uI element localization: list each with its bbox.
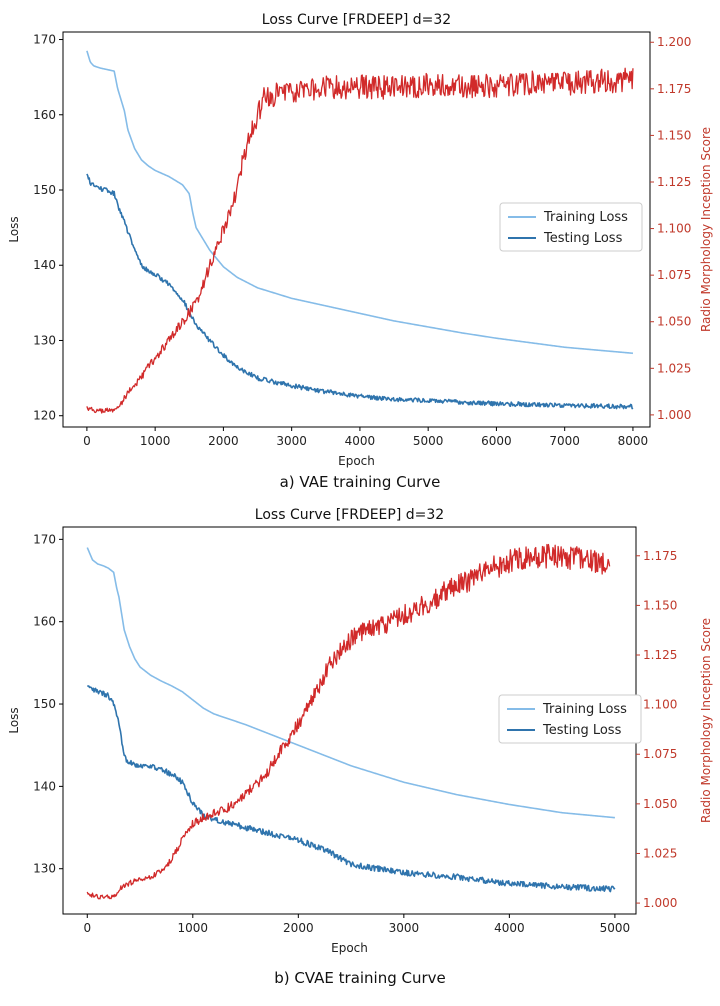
x-tick-label: 0 [83,434,91,448]
y2-tick-label: 1.100 [657,222,691,236]
x-tick-label: 4000 [494,921,525,935]
inception-score-line [86,67,634,414]
y-tick-label: 130 [33,333,56,347]
y-tick-label: 140 [33,779,56,793]
training-loss-line [86,547,615,819]
y-tick-label: 140 [33,258,56,272]
y2-tick-label: 1.100 [643,698,677,712]
y2-axis-label: Radio Morphology Inception Score [699,127,713,332]
x-axis-label: Epoch [331,941,368,955]
x-tick-label: 4000 [345,434,376,448]
y-tick-label: 160 [33,108,56,122]
x-tick-label: 6000 [481,434,512,448]
x-tick-label: 3000 [276,434,307,448]
y2-tick-label: 1.150 [657,128,691,142]
panel-cvae: Loss Curve [FRDEEP] d=32 0 1000 2000 3000 400… [0,503,720,1003]
y2-tick-label: 1.000 [657,408,691,422]
legend-label-testing: Testing Loss [543,231,623,246]
x-tick-label: 1000 [140,434,171,448]
y-tick-label: 170 [33,33,56,47]
y2-tick-label: 1.125 [643,648,677,662]
testing-loss-line [86,173,634,410]
chart-title: Loss Curve [FRDEEP] d=32 [262,12,451,28]
figure-caption: b) CVAE training Curve [274,969,446,987]
x-tick-label: 1000 [178,921,209,935]
x-tick-label: 7000 [549,434,580,448]
x-axis-label: Epoch [338,454,375,468]
x-tick-label: 5000 [413,434,444,448]
x-tick-label: 3000 [389,921,420,935]
x-tick-label: 8000 [618,434,649,448]
y2-tick-label: 1.050 [657,315,691,329]
vae-chart: Loss Curve [FRDEEP] d=32 0 1000 2000 3000 400… [7,12,713,491]
y2-tick-label: 1.000 [643,896,677,910]
y-axis-label: Loss [7,216,21,242]
y-tick-label: 120 [33,409,56,423]
y-tick-label: 150 [33,697,56,711]
y-tick-label: 170 [33,532,56,546]
x-tick-label: 2000 [208,434,239,448]
y2-axis-label: Radio Morphology Inception Score [699,618,713,823]
y-tick-label: 160 [33,615,56,629]
x-tick-label: 2000 [283,921,314,935]
y2-tick-label: 1.150 [643,598,677,612]
plot-frame [62,31,651,428]
x-tick-label: 0 [83,921,91,935]
y2-tick-label: 1.025 [657,361,691,375]
figure-caption: a) VAE training Curve [280,473,441,491]
y2-tick-label: 1.075 [657,268,691,282]
y2-tick-label: 1.125 [657,175,691,189]
panel-vae: Loss Curve [FRDEEP] d=32 0 1000 2000 3000 400… [0,0,720,500]
y2-tick-label: 1.050 [643,797,677,811]
y-tick-label: 150 [33,183,56,197]
legend-label-training: Training Loss [542,702,627,717]
y2-tick-label: 1.175 [643,549,677,563]
legend-label-testing: Testing Loss [542,723,622,738]
inception-score-line [86,543,611,900]
cvae-chart: Loss Curve [FRDEEP] d=32 0 1000 2000 3000 400… [7,507,713,987]
y2-tick-label: 1.075 [643,747,677,761]
y2-tick-label: 1.025 [643,846,677,860]
x-tick-label: 5000 [600,921,631,935]
y-tick-label: 130 [33,862,56,876]
legend-label-training: Training Loss [543,210,628,225]
y2-tick-label: 1.175 [657,82,691,96]
chart-title: Loss Curve [FRDEEP] d=32 [255,507,444,523]
training-loss-line [86,50,634,355]
testing-loss-line [87,685,616,893]
y-axis-label: Loss [7,707,21,733]
y2-tick-label: 1.200 [657,35,691,49]
